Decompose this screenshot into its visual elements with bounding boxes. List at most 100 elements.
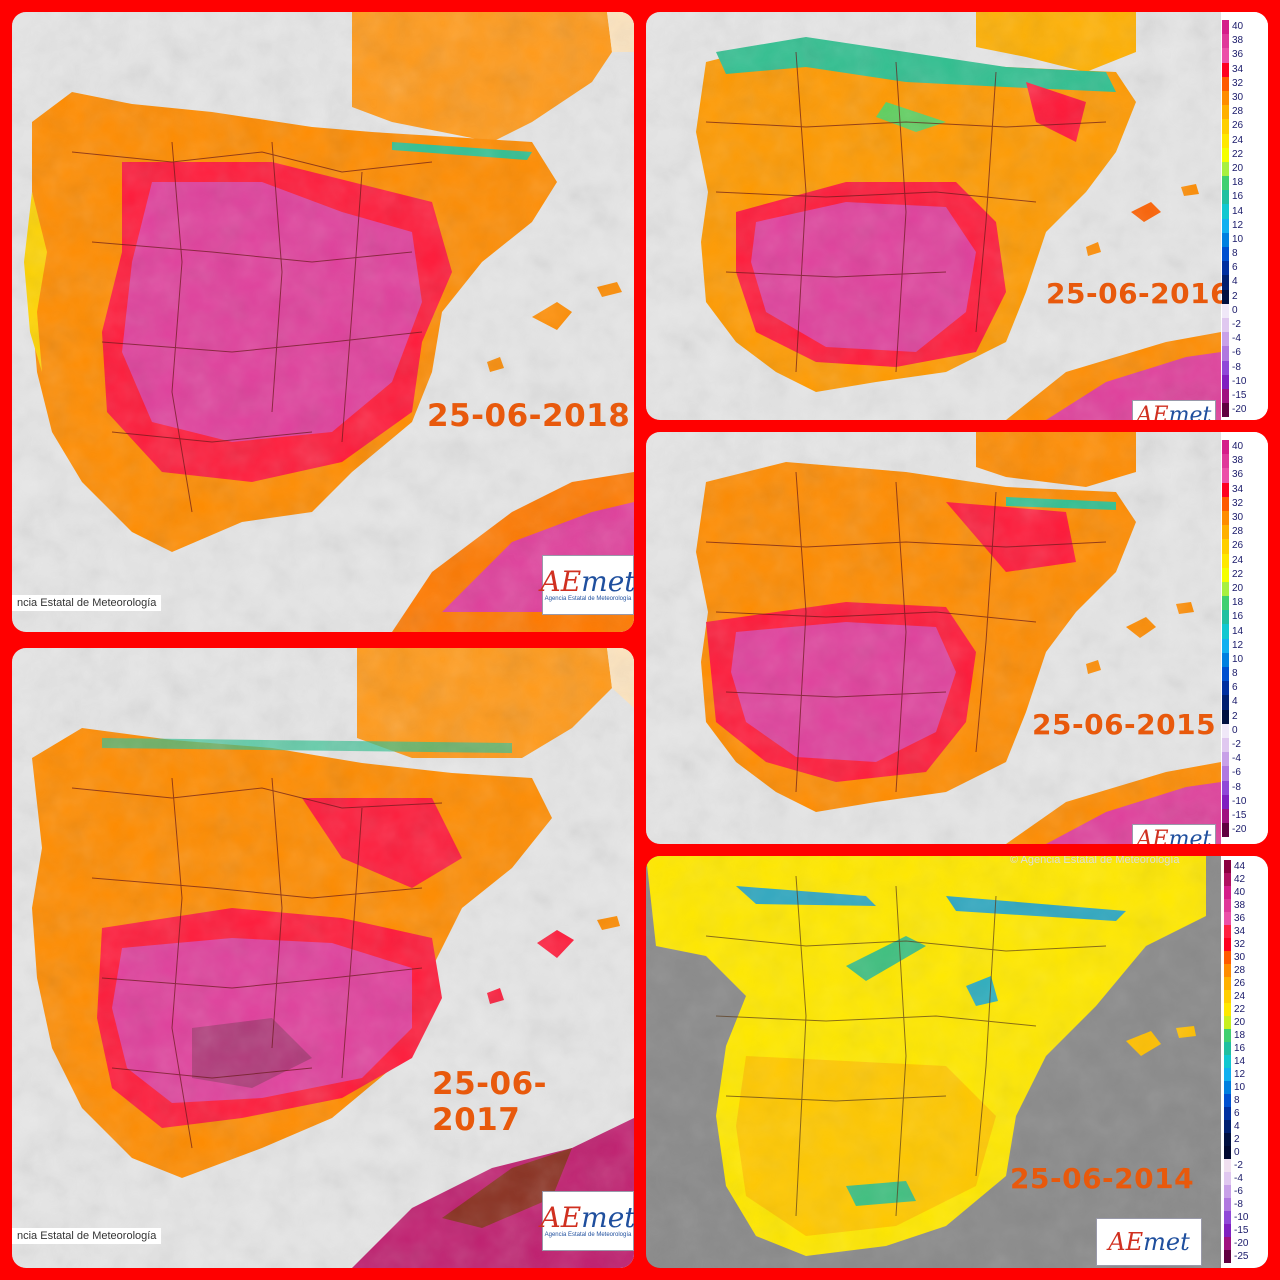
legend-swatch: [1224, 1068, 1231, 1081]
legend-entry: 0: [1222, 303, 1246, 318]
legend-label: 34: [1234, 925, 1246, 937]
legend-label: -15: [1232, 809, 1247, 821]
legend-swatch: [1222, 752, 1229, 767]
legend-swatch: [1222, 218, 1229, 233]
legend-entry: 20: [1224, 1016, 1248, 1029]
legend-label: 16: [1232, 611, 1244, 623]
legend-entry: 36: [1222, 468, 1246, 483]
legend-entry: 14: [1224, 1055, 1248, 1068]
legend-entry: -6: [1224, 1185, 1248, 1198]
legend-entry: -8: [1224, 1198, 1248, 1211]
legend-entry: 30: [1224, 951, 1248, 964]
legend-label: 24: [1232, 134, 1244, 146]
legend-swatch: [1224, 990, 1231, 1003]
legend-label: 44: [1234, 860, 1246, 872]
legend-label: 20: [1232, 582, 1244, 594]
aemet-logo: AEmet: [1132, 824, 1216, 844]
legend-swatch: [1222, 289, 1229, 304]
legend-swatch: [1224, 1172, 1231, 1185]
legend-entry: -20: [1224, 1237, 1248, 1250]
legend-label: 16: [1234, 1042, 1246, 1054]
legend-entry: 32: [1224, 938, 1248, 951]
legend-swatch: [1222, 794, 1229, 809]
legend-entry: 4: [1222, 275, 1246, 290]
legend-swatch: [1222, 105, 1229, 120]
legend-swatch: [1222, 737, 1229, 753]
legend-label: 10: [1232, 233, 1244, 245]
legend-label: 4: [1232, 276, 1238, 288]
legend-entry: 14: [1222, 204, 1246, 219]
legend-swatch: [1222, 695, 1229, 710]
legend-entry: 26: [1222, 539, 1246, 554]
legend-label: -6: [1234, 1185, 1243, 1197]
legend-label: 42: [1234, 873, 1246, 885]
aemet-logo: AEmet: [1132, 400, 1216, 420]
map-date-2017: 25-06-2017: [432, 1066, 548, 1138]
legend-swatch: [1222, 388, 1229, 404]
legend-swatch: [1222, 539, 1229, 554]
legend-entry: 0: [1222, 723, 1246, 738]
legend-entry: 30: [1222, 510, 1246, 526]
legend-label: 36: [1232, 469, 1244, 481]
legend-swatch: [1222, 232, 1229, 247]
legend-label: -8: [1232, 361, 1241, 373]
legend-swatch: [1222, 275, 1229, 290]
legend-label: -2: [1234, 1159, 1243, 1171]
legend-swatch: [1222, 346, 1229, 361]
legend-label: 6: [1232, 262, 1238, 274]
legend-entry: -25: [1224, 1250, 1248, 1263]
legend-swatch: [1222, 161, 1229, 177]
legend-entry: 18: [1222, 596, 1246, 611]
legend-label: 40: [1232, 441, 1244, 453]
legend-swatch: [1224, 1224, 1231, 1237]
legend-swatch: [1222, 723, 1229, 738]
legend-swatch: [1222, 360, 1229, 375]
legend-label: 6: [1234, 1107, 1240, 1119]
legend-swatch: [1222, 510, 1229, 526]
legend-label: 10: [1232, 653, 1244, 665]
legend-label: 34: [1232, 63, 1244, 75]
legend-swatch: [1224, 912, 1231, 925]
temperature-map-2015: [646, 432, 1268, 844]
legend-label: 8: [1232, 668, 1238, 680]
legend-entry: 42: [1224, 873, 1248, 886]
legend-swatch: [1222, 808, 1229, 824]
map-panel-2018: 25-06-2018 ncia Estatal de Meteorología …: [12, 12, 634, 632]
legend-swatch: [1222, 20, 1229, 35]
legend-entry: 16: [1224, 1042, 1248, 1055]
legend-swatch: [1224, 1198, 1231, 1211]
legend-entry: -6: [1222, 766, 1246, 781]
legend-swatch: [1224, 925, 1231, 938]
legend-swatch: [1224, 951, 1231, 964]
legend-entry: 6: [1222, 681, 1246, 696]
legend-entry: -6: [1222, 346, 1246, 361]
legend-swatch: [1222, 34, 1229, 49]
legend-label: -4: [1234, 1172, 1243, 1184]
color-scale-legend: 44 42 40 38 36 34 32 30 28 26 24 22 20 18 16 14 12 10 8 6 4 2…: [1224, 860, 1249, 1263]
legend-label: 0: [1232, 724, 1238, 736]
legend-entry: 4: [1222, 695, 1246, 710]
legend-swatch: [1224, 1055, 1231, 1068]
map-date-2016: 25-06-2016: [1046, 277, 1231, 310]
legend-swatch: [1224, 1016, 1231, 1029]
temperature-map-2018: [12, 12, 634, 632]
legend-entry: -15: [1222, 808, 1247, 824]
legend-swatch: [1224, 873, 1231, 886]
legend-entry: 24: [1222, 553, 1246, 568]
legend-swatch: [1222, 780, 1229, 795]
legend-entry: 2: [1222, 709, 1246, 724]
legend-label: 0: [1234, 1146, 1240, 1158]
legend-swatch: [1222, 303, 1229, 318]
legend-label: 26: [1234, 977, 1246, 989]
legend-swatch: [1222, 440, 1229, 455]
copyright-notice: © Agencia Estatal de Meteorología: [1010, 856, 1180, 866]
legend-label: -20: [1232, 404, 1247, 416]
legend-label: -20: [1234, 1237, 1249, 1249]
legend-swatch: [1222, 332, 1229, 347]
legend-entry: 22: [1224, 1003, 1248, 1016]
legend-entry: 34: [1224, 925, 1248, 938]
legend-entry: 38: [1222, 34, 1246, 49]
legend-label: -6: [1232, 347, 1241, 359]
legend-entry: 10: [1224, 1081, 1248, 1094]
legend-entry: 6: [1222, 261, 1246, 276]
